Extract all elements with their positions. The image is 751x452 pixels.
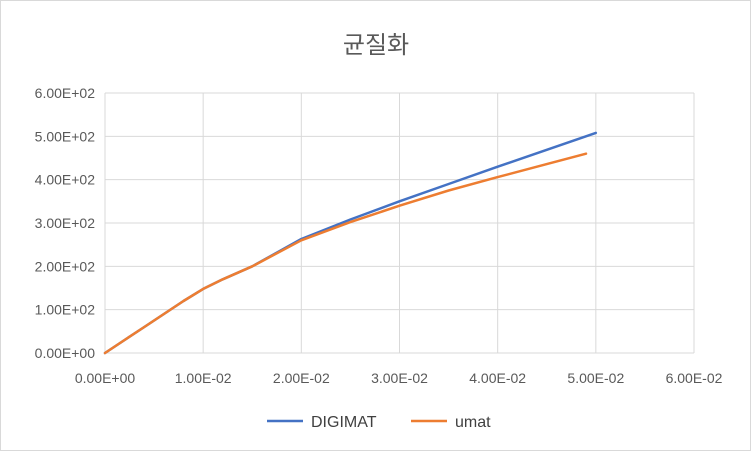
x-tick-label: 5.00E-02 [567, 370, 624, 386]
series-lines [103, 131, 598, 355]
x-tick-label: 1.00E-02 [175, 370, 232, 386]
axes: 0.00E+00 1.00E+02 2.00E+02 3.00E+02 4.00E+02… [35, 85, 723, 386]
x-tick-label: 4.00E-02 [469, 370, 526, 386]
y-tick-label: 4.00E+02 [35, 172, 96, 188]
y-tick-label: 1.00E+02 [35, 302, 96, 318]
x-tick-label: 6.00E-02 [666, 370, 723, 386]
series-line-digimat [103, 131, 598, 355]
y-tick-label: 6.00E+02 [35, 85, 96, 101]
y-tick-label: 0.00E+00 [35, 345, 96, 361]
legend-label-umat: umat [455, 414, 491, 431]
series-line-umat [103, 152, 588, 355]
x-tick-label: 0.00E+00 [75, 370, 136, 386]
grid [104, 92, 695, 354]
y-tick-label: 5.00E+02 [35, 128, 96, 144]
y-tick-label: 3.00E+02 [35, 215, 96, 231]
legend: DIGIMAT umat [267, 414, 491, 431]
x-tick-label: 2.00E-02 [273, 370, 330, 386]
x-tick-label: 3.00E-02 [371, 370, 428, 386]
chart-title: 균질화 [343, 31, 409, 59]
y-tick-label: 2.00E+02 [35, 258, 96, 274]
legend-label-digimat: DIGIMAT [311, 414, 377, 431]
